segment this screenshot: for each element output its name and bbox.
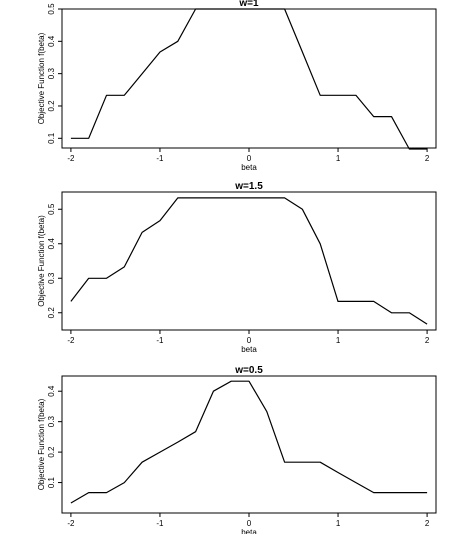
- y-tick-label: 0.3: [47, 416, 56, 428]
- y-tick-label: 0.4: [47, 35, 56, 47]
- y-tick-label: 0.5: [47, 203, 56, 215]
- plot-frame: [61, 191, 437, 331]
- series-line-1: [70, 197, 428, 325]
- x-tick-label: 0: [247, 519, 252, 528]
- x-tick-label: -2: [67, 336, 75, 345]
- chart-title: w=1.5: [234, 181, 263, 192]
- y-tick-label: 0.3: [47, 68, 56, 80]
- y-axis-label: Objective Function f(beta): [37, 398, 46, 490]
- x-tick-label: 2: [425, 336, 430, 345]
- x-axis-label: beta: [241, 345, 257, 354]
- x-tick-label: 2: [425, 519, 430, 528]
- x-axis-label: beta: [241, 163, 257, 172]
- y-tick-label: 0.2: [47, 307, 56, 319]
- chart-panel-1: w=1 -2 -1 0 1 2 0.1 0.2 0.3 0.4 0.5 beta Objective F…: [37, 0, 437, 172]
- x-tick-label: 1: [336, 519, 341, 528]
- chart-panel-2: w=1.5 -2 -1 0 1 2 0.2 0.3 0.4 0.5 beta Objective Fu…: [37, 181, 437, 354]
- x-tick-label: -2: [67, 154, 75, 163]
- y-tick-label: 0.2: [47, 100, 56, 112]
- x-tick-label: 1: [336, 336, 341, 345]
- x-tick-label: -1: [156, 336, 164, 345]
- plot-frame: [61, 8, 437, 149]
- y-tick-label: 0.1: [47, 132, 56, 144]
- y-tick-label: 0.4: [47, 385, 56, 397]
- chart-title: w=1: [238, 0, 259, 9]
- y-axis-label: Objective Function f(beta): [37, 32, 46, 124]
- x-tick-label: 1: [336, 154, 341, 163]
- x-axis-label: beta: [241, 528, 257, 534]
- x-tick-label: 2: [425, 154, 430, 163]
- x-tick-label: 0: [247, 336, 252, 345]
- series-line-1: [70, 380, 428, 504]
- y-tick-label: 0.4: [47, 238, 56, 250]
- x-tick-label: -2: [67, 519, 75, 528]
- chart-title: w=0.5: [234, 365, 263, 376]
- series-line-1: [70, 8, 428, 150]
- y-tick-label: 0.5: [47, 3, 56, 15]
- x-tick-label: -1: [156, 519, 164, 528]
- chart-panel-3: w=0.5 -2 -1 0 1 2 0.1 0.2 0.3 0.4 beta Objective Fu…: [37, 365, 437, 534]
- x-tick-label: 0: [247, 154, 252, 163]
- x-tick-label: -1: [156, 154, 164, 163]
- y-tick-label: 0.3: [47, 272, 56, 284]
- y-tick-label: 0.1: [47, 476, 56, 488]
- y-tick-label: 0.2: [47, 446, 56, 458]
- y-axis-label: Objective Function f(beta): [37, 215, 46, 307]
